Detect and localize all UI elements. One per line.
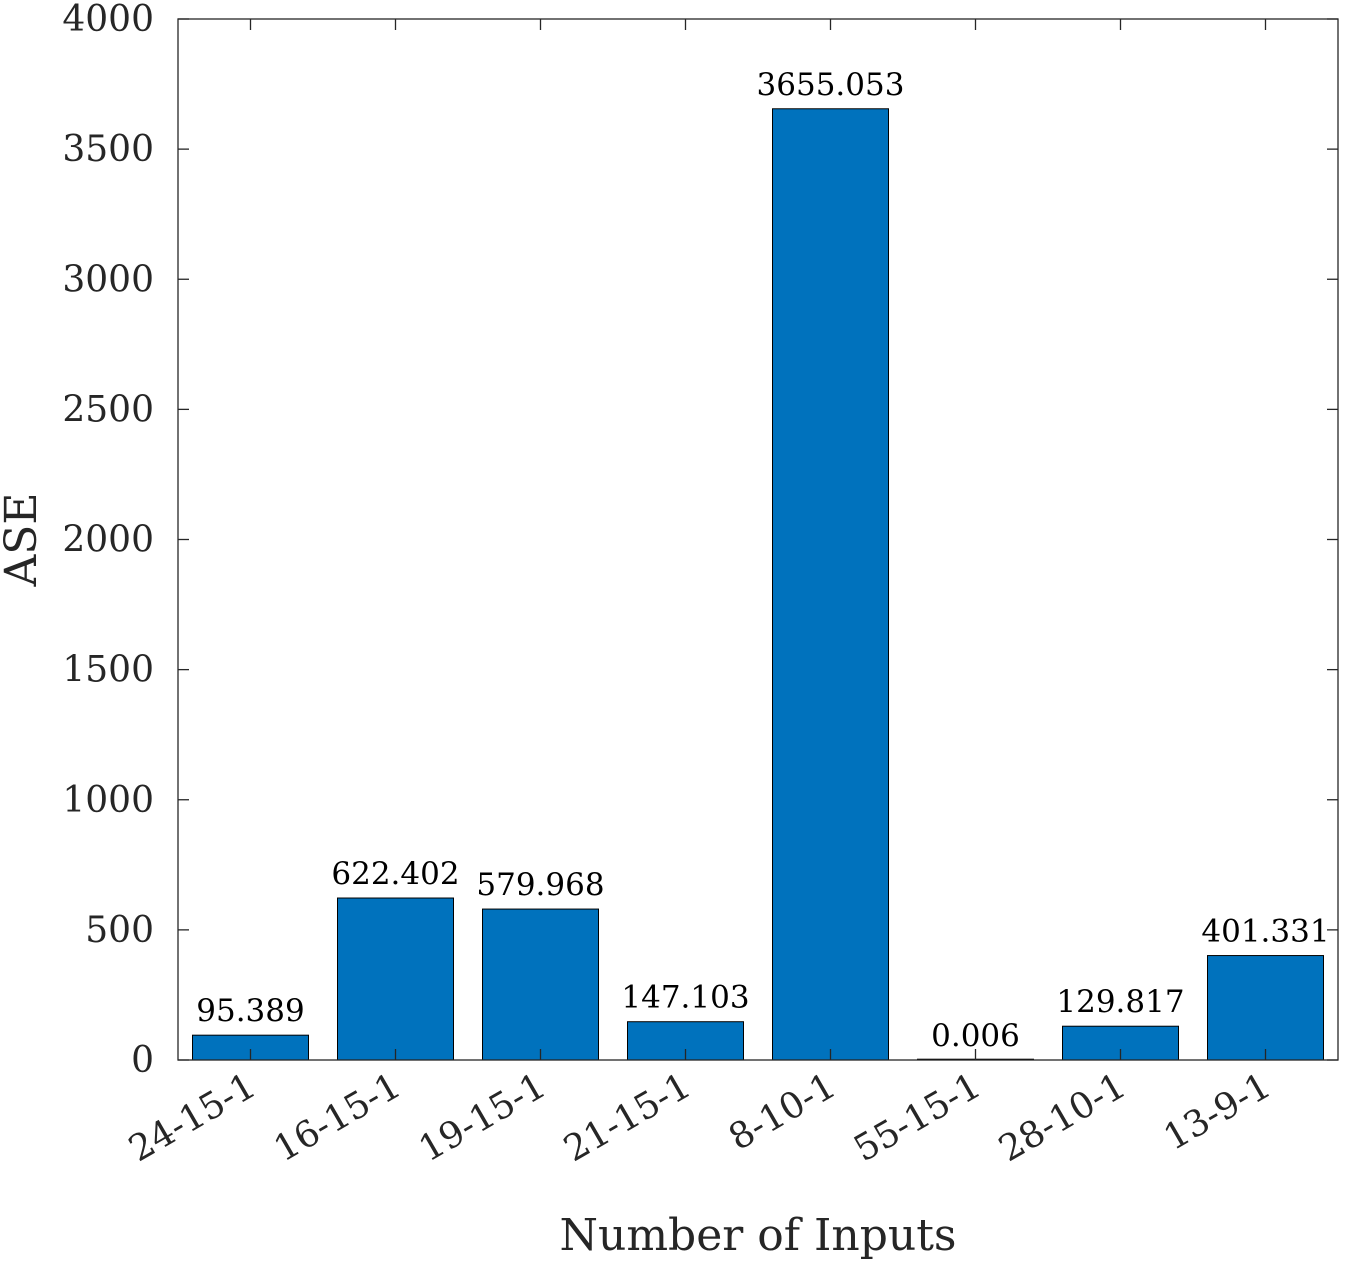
y-tick-label-2000: 2000 bbox=[62, 520, 154, 561]
y-tick-label-2500: 2500 bbox=[62, 389, 154, 430]
y-tick-label-3500: 3500 bbox=[62, 129, 154, 170]
data-label-28-10-1: 129.817 bbox=[1056, 984, 1184, 1020]
data-label-8-10-1: 3655.053 bbox=[757, 67, 905, 103]
y-axis-label: ASE bbox=[0, 492, 47, 587]
y-tick-label-1500: 1500 bbox=[62, 650, 154, 691]
bars-group bbox=[192, 108, 1324, 1061]
data-label-16-15-1: 622.402 bbox=[331, 856, 459, 892]
data-label-21-15-1: 147.103 bbox=[621, 980, 749, 1016]
bar-8-10-1 bbox=[772, 108, 889, 1061]
bar-13-9-1 bbox=[1207, 955, 1324, 1061]
y-tick-labels-group: 0 500 1000 1500 2000 2500 3000 3500 4000 bbox=[62, 0, 154, 1081]
data-label-24-15-1: 95.389 bbox=[196, 993, 304, 1029]
y-tick-label-0: 0 bbox=[131, 1040, 154, 1081]
bar-19-15-1 bbox=[482, 908, 599, 1061]
y-tick-label-4000: 4000 bbox=[62, 0, 154, 40]
plot-frame bbox=[177, 18, 1339, 1061]
y-tick-label-500: 500 bbox=[85, 910, 154, 951]
data-label-55-15-1: 0.006 bbox=[931, 1018, 1020, 1054]
y-tick-label-3000: 3000 bbox=[62, 259, 154, 300]
data-label-13-9-1: 401.331 bbox=[1201, 914, 1329, 950]
bar-16-15-1 bbox=[337, 897, 454, 1061]
data-label-19-15-1: 579.968 bbox=[476, 867, 604, 903]
bar-labels-group: 95.389 622.402 579.968 147.103 3655.053 0.006… bbox=[196, 67, 1329, 1054]
x-axis-label: Number of Inputs bbox=[559, 1210, 956, 1261]
y-tick-label-1000: 1000 bbox=[62, 780, 154, 821]
